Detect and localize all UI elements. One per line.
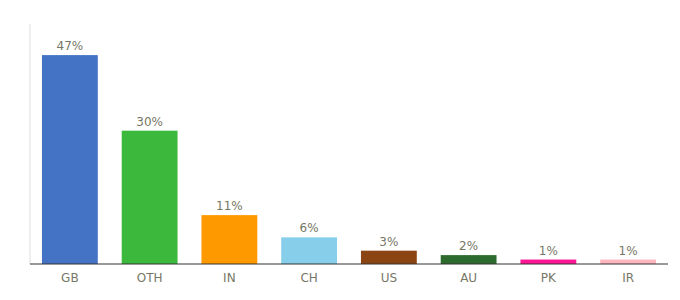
x-tick-labels: GB OTH IN CH US AU PK IR	[61, 271, 634, 285]
data-label: 2%	[459, 239, 478, 253]
chart-container: 47% 30% 11% 6% 3% 2% 1% 1% GB OTH IN CH US AU PK IR	[0, 0, 680, 300]
bar	[281, 237, 337, 264]
data-label: 3%	[379, 235, 398, 249]
bar	[520, 260, 576, 264]
x-tick-label: CH	[300, 271, 317, 285]
x-tick-label: AU	[460, 271, 477, 285]
x-tick-label: US	[381, 271, 397, 285]
bar	[361, 251, 417, 264]
bar	[600, 260, 656, 264]
x-tick-label: IN	[223, 271, 236, 285]
x-tick-label: OTH	[137, 271, 163, 285]
x-axis-line	[30, 264, 668, 265]
data-label: 6%	[300, 221, 319, 235]
bar	[42, 55, 98, 264]
data-labels: 47% 30% 11% 6% 3% 2% 1% 1%	[57, 39, 638, 257]
data-label: 1%	[619, 244, 638, 258]
data-label: 30%	[136, 115, 163, 129]
x-tick-label: GB	[61, 271, 79, 285]
y-axis-line	[30, 24, 31, 264]
x-tick-label: IR	[622, 271, 634, 285]
x-tick-label: PK	[541, 271, 557, 285]
data-label: 1%	[539, 244, 558, 258]
bars	[42, 55, 656, 264]
chart-svg: 47% 30% 11% 6% 3% 2% 1% 1% GB OTH IN CH US AU PK IR	[0, 0, 680, 300]
data-label: 47%	[57, 39, 84, 53]
bar	[201, 215, 257, 264]
bar	[122, 131, 178, 264]
bar	[441, 255, 497, 264]
data-label: 11%	[216, 199, 243, 213]
